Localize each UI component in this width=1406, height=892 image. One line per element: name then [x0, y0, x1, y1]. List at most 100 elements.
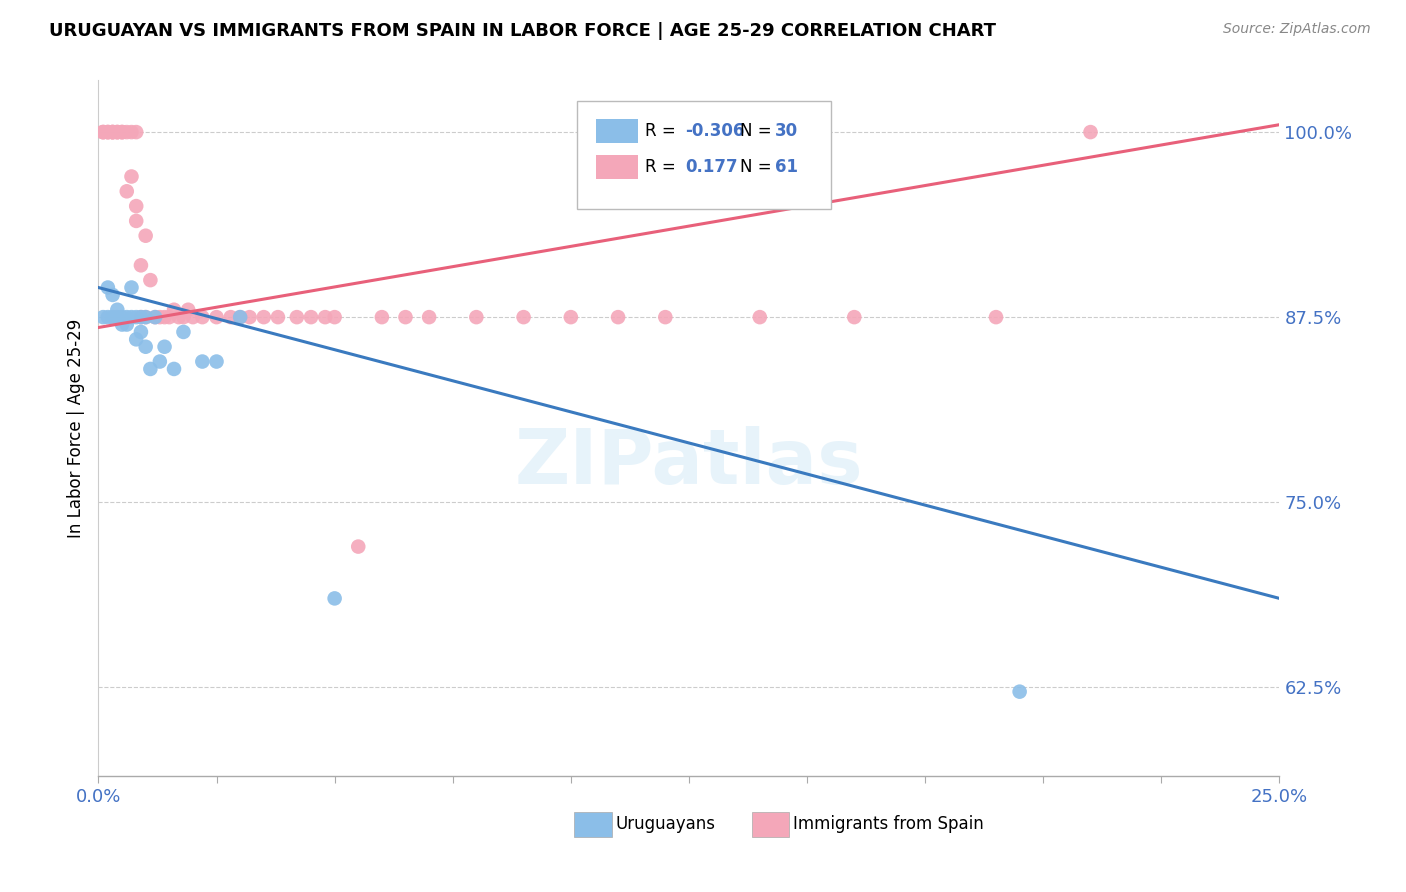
- Point: [239, 310, 262, 325]
- Point: [129, 310, 152, 325]
- Point: [101, 125, 124, 139]
- Point: [129, 310, 152, 325]
- Point: [143, 310, 166, 325]
- Point: [323, 591, 346, 606]
- Text: Uruguayans: Uruguayans: [616, 815, 716, 833]
- Point: [101, 125, 124, 139]
- Point: [101, 288, 124, 302]
- Y-axis label: In Labor Force | Age 25-29: In Labor Force | Age 25-29: [66, 318, 84, 538]
- Text: R =: R =: [645, 158, 676, 177]
- Point: [91, 125, 114, 139]
- Point: [125, 310, 148, 325]
- FancyBboxPatch shape: [576, 101, 831, 209]
- FancyBboxPatch shape: [575, 812, 612, 837]
- Point: [512, 310, 534, 325]
- Point: [139, 273, 162, 287]
- Point: [97, 125, 120, 139]
- Text: 0.177: 0.177: [685, 158, 738, 177]
- Text: Source: ZipAtlas.com: Source: ZipAtlas.com: [1223, 22, 1371, 37]
- Point: [1008, 684, 1031, 698]
- Point: [111, 310, 134, 325]
- Point: [347, 540, 370, 554]
- Point: [229, 310, 252, 325]
- Point: [229, 310, 252, 325]
- Text: R =: R =: [645, 122, 676, 140]
- Text: -0.306: -0.306: [685, 122, 745, 140]
- Text: ZIPatlas: ZIPatlas: [515, 426, 863, 500]
- Point: [163, 302, 186, 317]
- Point: [115, 310, 138, 325]
- Text: Immigrants from Spain: Immigrants from Spain: [793, 815, 984, 833]
- Point: [111, 125, 134, 139]
- Point: [105, 302, 128, 317]
- Point: [115, 125, 138, 139]
- Point: [285, 310, 308, 325]
- FancyBboxPatch shape: [596, 155, 638, 179]
- Point: [105, 125, 128, 139]
- Point: [177, 302, 200, 317]
- Point: [97, 310, 120, 325]
- Point: [167, 310, 190, 325]
- Point: [191, 310, 214, 325]
- Point: [111, 125, 134, 139]
- Point: [172, 325, 194, 339]
- Point: [172, 310, 194, 325]
- Point: [91, 310, 114, 325]
- Point: [101, 125, 124, 139]
- Point: [153, 340, 176, 354]
- Point: [253, 310, 276, 325]
- Text: 61: 61: [775, 158, 799, 177]
- FancyBboxPatch shape: [752, 812, 789, 837]
- Text: URUGUAYAN VS IMMIGRANTS FROM SPAIN IN LABOR FORCE | AGE 25-29 CORRELATION CHART: URUGUAYAN VS IMMIGRANTS FROM SPAIN IN LA…: [49, 22, 997, 40]
- Point: [125, 332, 148, 346]
- Point: [1080, 125, 1102, 139]
- Point: [121, 125, 143, 139]
- Point: [654, 310, 676, 325]
- Point: [125, 199, 148, 213]
- Point: [163, 362, 186, 376]
- Point: [121, 169, 143, 184]
- Point: [105, 125, 128, 139]
- FancyBboxPatch shape: [596, 120, 638, 143]
- Point: [121, 310, 143, 325]
- Point: [205, 354, 228, 368]
- Point: [135, 228, 157, 243]
- Point: [135, 310, 157, 325]
- Point: [219, 310, 242, 325]
- Point: [125, 214, 148, 228]
- Point: [97, 125, 120, 139]
- Point: [135, 310, 157, 325]
- Point: [149, 354, 172, 368]
- Point: [748, 310, 770, 325]
- Point: [607, 310, 630, 325]
- Point: [314, 310, 336, 325]
- Point: [101, 125, 124, 139]
- Point: [560, 310, 582, 325]
- Point: [105, 310, 128, 325]
- Point: [125, 125, 148, 139]
- Point: [97, 280, 120, 294]
- Point: [205, 310, 228, 325]
- Point: [115, 184, 138, 198]
- Point: [371, 310, 394, 325]
- Point: [149, 310, 172, 325]
- Point: [111, 318, 134, 332]
- Point: [101, 310, 124, 325]
- Point: [157, 310, 180, 325]
- Point: [91, 125, 114, 139]
- Point: [323, 310, 346, 325]
- Point: [115, 318, 138, 332]
- Point: [143, 310, 166, 325]
- Point: [844, 310, 866, 325]
- Point: [97, 125, 120, 139]
- Text: N =: N =: [740, 158, 772, 177]
- Point: [394, 310, 416, 325]
- Point: [181, 310, 204, 325]
- Point: [299, 310, 322, 325]
- Point: [105, 125, 128, 139]
- Text: 30: 30: [775, 122, 799, 140]
- Point: [984, 310, 1007, 325]
- Point: [465, 310, 488, 325]
- Point: [139, 362, 162, 376]
- Point: [129, 325, 152, 339]
